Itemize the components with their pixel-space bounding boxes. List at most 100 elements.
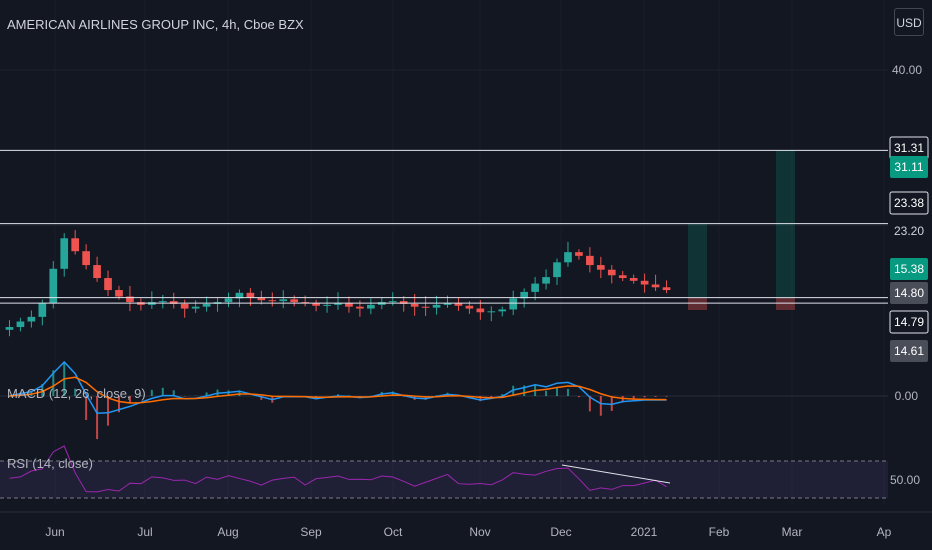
- candle-body: [542, 277, 550, 284]
- candle-body: [104, 278, 112, 291]
- candle-body: [465, 305, 474, 309]
- candle-body: [180, 303, 189, 309]
- macd-histogram-bar: [85, 396, 88, 420]
- macd-histogram-bar: [238, 390, 241, 396]
- candle-body: [60, 238, 69, 269]
- candle-body: [388, 301, 397, 303]
- price-badge-14.61: [890, 340, 928, 362]
- macd-histogram-bar: [41, 383, 44, 396]
- candle-body: [520, 291, 528, 299]
- macd-histogram-bar: [172, 390, 175, 396]
- candle-body: [279, 299, 288, 302]
- time-label: Dec: [550, 525, 571, 539]
- currency-button[interactable]: USD: [894, 8, 924, 36]
- macd-histogram-bar: [621, 396, 624, 403]
- macd-zero-label: 0.00: [895, 389, 919, 403]
- macd-label[interactable]: MACD (12, 26, close, 9): [7, 386, 146, 401]
- macd-histogram-bar: [205, 392, 208, 396]
- candle-body: [301, 302, 309, 304]
- candle-body: [27, 316, 36, 322]
- candle-body: [356, 306, 364, 309]
- candle-body: [202, 303, 211, 307]
- price-badge-text: 23.38: [894, 196, 924, 210]
- candle-body: [498, 309, 507, 312]
- macd-histogram-bar: [52, 370, 55, 396]
- macd-histogram-bar: [501, 394, 504, 396]
- time-label: Nov: [469, 525, 490, 539]
- candle-body: [651, 284, 660, 288]
- candle-body: [487, 311, 496, 313]
- candle-body: [640, 280, 649, 285]
- time-label: Sep: [300, 525, 322, 539]
- price-badge-text: 14.80: [894, 286, 924, 300]
- position-profit-zone: [688, 223, 707, 298]
- candle-body: [629, 278, 638, 281]
- candle-body: [82, 251, 90, 266]
- price-badge-text: 31.11: [894, 160, 923, 174]
- macd-histogram-bar: [545, 390, 548, 396]
- candle-body: [312, 303, 320, 306]
- macd-histogram-bar: [599, 396, 602, 416]
- candle-body: [553, 262, 561, 278]
- macd-histogram-bar: [665, 396, 668, 397]
- macd-histogram-bar: [424, 396, 427, 400]
- macd-histogram-bar: [512, 385, 515, 396]
- macd-histogram-bar: [117, 396, 120, 413]
- rsi-trendline: [561, 464, 671, 484]
- position-stop-zone: [688, 297, 707, 310]
- candle-body: [443, 303, 452, 305]
- price-badge-15.38: [890, 258, 928, 280]
- macd-histogram-bar: [337, 394, 339, 396]
- macd-histogram-bar: [566, 388, 569, 396]
- candle-body: [345, 303, 353, 307]
- macd-histogram-bar: [260, 396, 263, 400]
- candle-body: [224, 298, 233, 303]
- candle-body: [49, 268, 58, 303]
- time-label: Feb: [709, 525, 730, 539]
- candle-body: [564, 252, 572, 263]
- macd-histogram-bar: [643, 396, 646, 398]
- candle-body: [476, 308, 485, 313]
- time-label: Mar: [782, 525, 803, 539]
- candle-body: [257, 297, 266, 301]
- macd-histogram-bar: [391, 391, 394, 396]
- time-label: Oct: [384, 525, 403, 539]
- candle-body: [16, 321, 25, 328]
- candle-body: [454, 303, 463, 306]
- candle-body: [334, 303, 342, 305]
- candle-body: [607, 269, 616, 276]
- candle-body: [126, 296, 134, 303]
- signal-line: [9, 376, 667, 404]
- time-label: Ap: [877, 525, 892, 539]
- candle-body: [93, 265, 101, 279]
- price-badge-text: 15.38: [894, 262, 924, 276]
- candle-body: [618, 275, 627, 279]
- candle-body: [509, 298, 518, 310]
- macd-histogram-bar: [523, 385, 526, 396]
- macd-histogram-bar: [490, 396, 493, 398]
- macd-histogram-bar: [632, 396, 635, 400]
- price-badge-31.11: [890, 156, 928, 178]
- position-stop-zone: [776, 297, 795, 310]
- candle-body: [662, 287, 671, 291]
- time-label: Jul: [137, 525, 152, 539]
- candle-body: [169, 301, 178, 304]
- rsi-label[interactable]: RSI (14, close): [7, 456, 93, 471]
- chart-title: AMERICAN AIRLINES GROUP INC, 4h, Cboe BZ…: [7, 17, 304, 32]
- rsi-line: [9, 445, 667, 493]
- macd-histogram-bar: [74, 388, 77, 396]
- price-badge-text: 14.79: [894, 315, 924, 329]
- candle-body: [158, 301, 167, 303]
- candle-body: [596, 265, 605, 270]
- candle-body: [5, 327, 14, 330]
- candle-body: [399, 301, 408, 304]
- macd-histogram-bar: [128, 396, 131, 403]
- rsi-mid-label: 50.00: [890, 473, 920, 487]
- time-label: Jun: [45, 525, 64, 539]
- macd-histogram-bar: [161, 387, 164, 396]
- candle-body: [290, 299, 299, 303]
- time-label: 2021: [631, 525, 658, 539]
- macd-histogram-bar: [588, 396, 591, 412]
